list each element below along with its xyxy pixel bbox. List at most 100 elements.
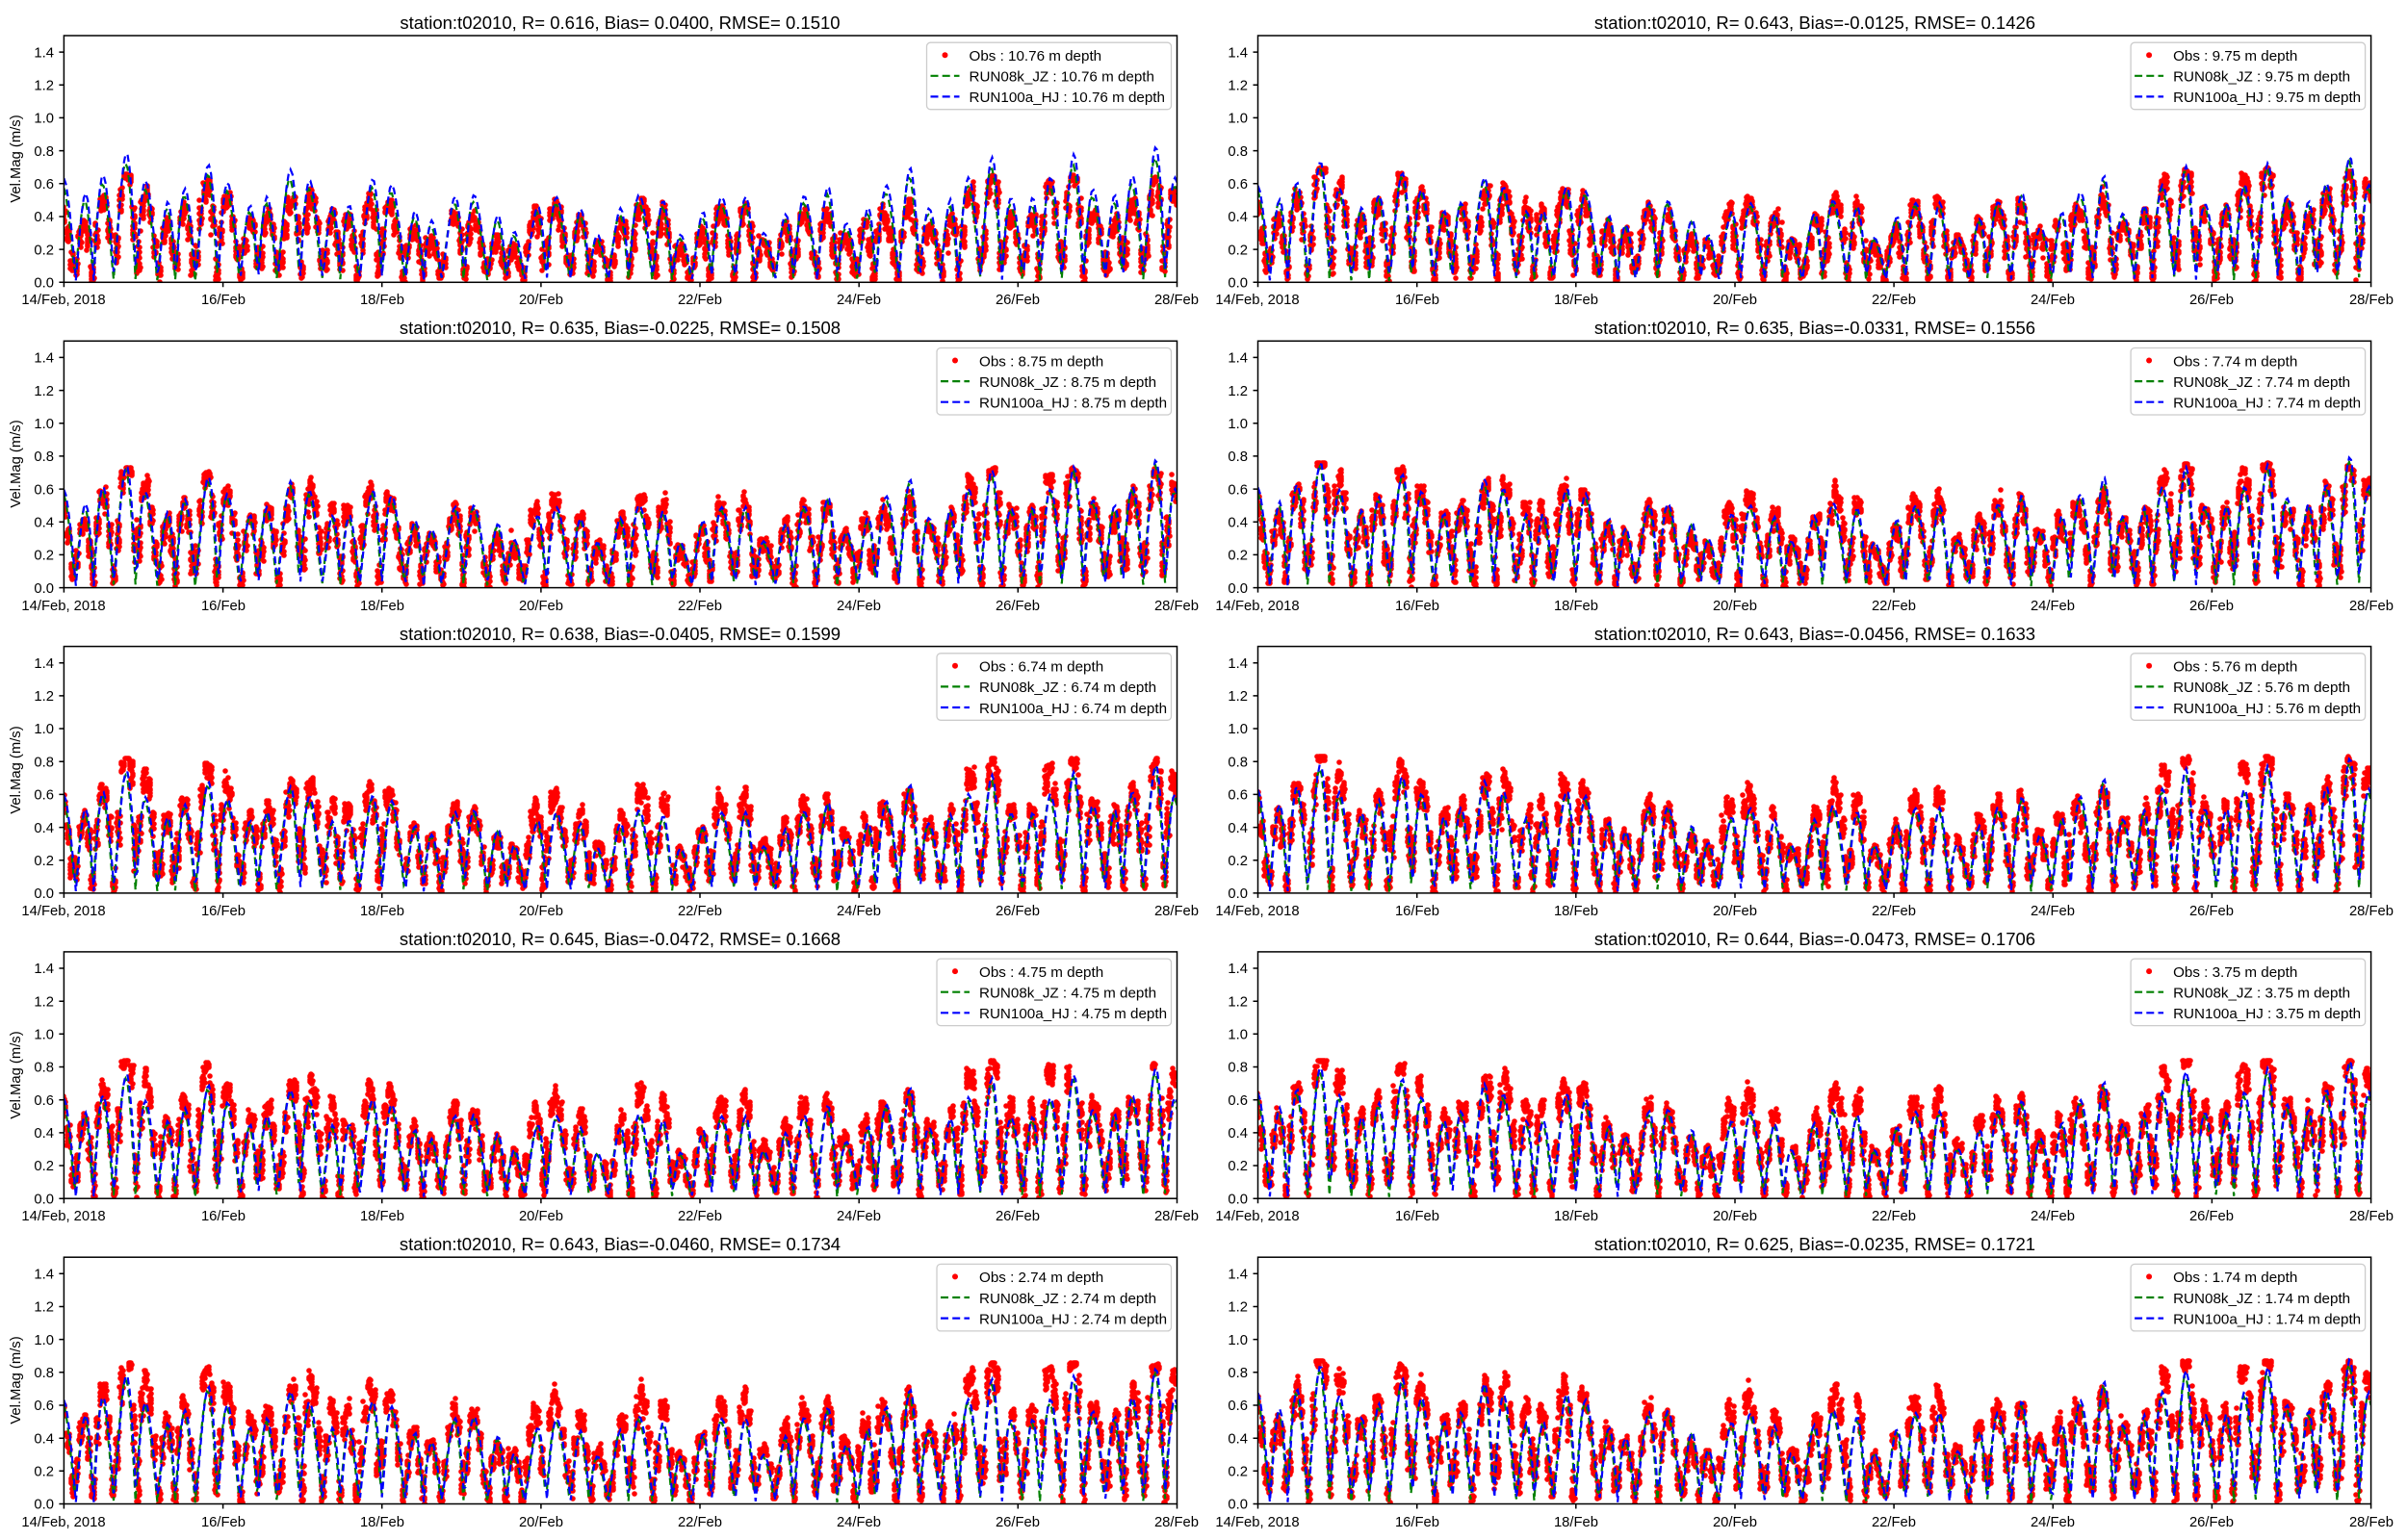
- svg-text:1.2: 1.2: [1228, 1300, 1248, 1316]
- svg-text:22/Feb: 22/Feb: [1872, 1209, 1916, 1224]
- svg-text:0.0: 0.0: [1228, 581, 1248, 597]
- svg-text:22/Feb: 22/Feb: [1872, 1515, 1916, 1530]
- svg-text:28/Feb: 28/Feb: [2349, 293, 2394, 308]
- svg-text:0.6: 0.6: [34, 1399, 54, 1414]
- svg-text:Obs : 3.75 m depth: Obs : 3.75 m depth: [2173, 964, 2297, 981]
- svg-text:18/Feb: 18/Feb: [360, 1209, 404, 1224]
- svg-text:Obs : 4.75 m depth: Obs : 4.75 m depth: [979, 964, 1103, 981]
- svg-text:16/Feb: 16/Feb: [1395, 1209, 1439, 1224]
- svg-text:Vel.Mag (m/s): Vel.Mag (m/s): [9, 115, 24, 202]
- svg-text:14/Feb, 2018: 14/Feb, 2018: [1215, 1515, 1299, 1530]
- svg-text:station:t02010, R= 0.638, Bias: station:t02010, R= 0.638, Bias=-0.0405, …: [400, 624, 841, 644]
- svg-text:station:t02010, R= 0.643, Bias: station:t02010, R= 0.643, Bias=-0.0460, …: [400, 1234, 841, 1254]
- svg-text:14/Feb, 2018: 14/Feb, 2018: [21, 293, 105, 308]
- svg-text:16/Feb: 16/Feb: [1395, 1515, 1439, 1530]
- svg-text:Obs : 6.74 m depth: Obs : 6.74 m depth: [979, 659, 1103, 676]
- svg-text:0.4: 0.4: [34, 210, 54, 225]
- svg-text:28/Feb: 28/Feb: [2349, 904, 2394, 919]
- svg-text:Vel.Mag (m/s): Vel.Mag (m/s): [9, 1031, 24, 1118]
- svg-text:24/Feb: 24/Feb: [837, 904, 881, 919]
- svg-text:1.0: 1.0: [1228, 112, 1248, 127]
- svg-text:26/Feb: 26/Feb: [2189, 1209, 2234, 1224]
- svg-text:0.4: 0.4: [1228, 1126, 1248, 1142]
- svg-text:0.8: 0.8: [34, 755, 54, 770]
- svg-text:22/Feb: 22/Feb: [1872, 293, 1916, 308]
- svg-text:26/Feb: 26/Feb: [2189, 293, 2234, 308]
- svg-text:1.0: 1.0: [34, 1028, 54, 1043]
- svg-text:0.6: 0.6: [34, 177, 54, 192]
- svg-text:20/Feb: 20/Feb: [1713, 1209, 1757, 1224]
- svg-text:28/Feb: 28/Feb: [1154, 599, 1199, 614]
- svg-text:Obs : 1.74 m depth: Obs : 1.74 m depth: [2173, 1270, 2297, 1286]
- svg-text:RUN100a_HJ : 4.75 m depth: RUN100a_HJ : 4.75 m depth: [979, 1006, 1167, 1022]
- svg-text:14/Feb, 2018: 14/Feb, 2018: [1215, 599, 1299, 614]
- svg-text:0.4: 0.4: [1228, 1431, 1248, 1447]
- svg-text:station:t02010, R= 0.643, Bias: station:t02010, R= 0.643, Bias=-0.0125, …: [1594, 13, 2035, 33]
- svg-text:Obs : 5.76 m depth: Obs : 5.76 m depth: [2173, 659, 2297, 676]
- svg-text:18/Feb: 18/Feb: [360, 1515, 404, 1530]
- svg-text:station:t02010, R= 0.644, Bias: station:t02010, R= 0.644, Bias=-0.0473, …: [1594, 929, 2035, 949]
- svg-text:20/Feb: 20/Feb: [519, 904, 563, 919]
- svg-text:20/Feb: 20/Feb: [519, 599, 563, 614]
- svg-text:RUN08k_JZ : 9.75 m depth: RUN08k_JZ : 9.75 m depth: [2173, 69, 2350, 86]
- svg-text:20/Feb: 20/Feb: [519, 1515, 563, 1530]
- svg-text:0.4: 0.4: [34, 1431, 54, 1447]
- svg-text:0.2: 0.2: [34, 1159, 54, 1174]
- svg-text:28/Feb: 28/Feb: [1154, 904, 1199, 919]
- svg-text:16/Feb: 16/Feb: [201, 293, 246, 308]
- svg-text:0.8: 0.8: [34, 144, 54, 160]
- svg-text:1.2: 1.2: [34, 1300, 54, 1316]
- svg-text:28/Feb: 28/Feb: [2349, 1515, 2394, 1530]
- svg-text:0.0: 0.0: [1228, 1498, 1248, 1513]
- svg-text:24/Feb: 24/Feb: [2031, 1209, 2075, 1224]
- svg-text:0.8: 0.8: [34, 1366, 54, 1381]
- svg-text:RUN100a_HJ : 1.74 m depth: RUN100a_HJ : 1.74 m depth: [2173, 1311, 2361, 1327]
- svg-text:0.8: 0.8: [1228, 1366, 1248, 1381]
- svg-text:14/Feb, 2018: 14/Feb, 2018: [1215, 904, 1299, 919]
- svg-text:1.2: 1.2: [34, 79, 54, 94]
- svg-text:1.4: 1.4: [34, 351, 54, 367]
- svg-text:16/Feb: 16/Feb: [201, 1209, 246, 1224]
- svg-text:1.2: 1.2: [1228, 994, 1248, 1010]
- svg-text:14/Feb, 2018: 14/Feb, 2018: [21, 904, 105, 919]
- svg-text:RUN08k_JZ : 10.76 m depth: RUN08k_JZ : 10.76 m depth: [970, 69, 1154, 86]
- svg-text:16/Feb: 16/Feb: [1395, 599, 1439, 614]
- svg-text:0.0: 0.0: [1228, 1192, 1248, 1207]
- svg-text:RUN08k_JZ : 3.75 m depth: RUN08k_JZ : 3.75 m depth: [2173, 986, 2350, 1002]
- svg-text:18/Feb: 18/Feb: [1554, 1515, 1598, 1530]
- svg-text:0.4: 0.4: [34, 821, 54, 836]
- svg-text:0.4: 0.4: [34, 516, 54, 531]
- svg-text:16/Feb: 16/Feb: [201, 599, 246, 614]
- svg-text:RUN08k_JZ : 4.75 m depth: RUN08k_JZ : 4.75 m depth: [979, 986, 1156, 1002]
- svg-text:22/Feb: 22/Feb: [1872, 904, 1916, 919]
- svg-text:RUN100a_HJ : 2.74 m depth: RUN100a_HJ : 2.74 m depth: [979, 1311, 1167, 1327]
- svg-text:0.4: 0.4: [1228, 821, 1248, 836]
- svg-text:RUN08k_JZ : 8.75 m depth: RUN08k_JZ : 8.75 m depth: [979, 374, 1156, 391]
- svg-text:18/Feb: 18/Feb: [360, 904, 404, 919]
- svg-text:26/Feb: 26/Feb: [996, 1515, 1040, 1530]
- svg-text:1.0: 1.0: [34, 1333, 54, 1348]
- svg-text:1.0: 1.0: [34, 112, 54, 127]
- svg-text:0.0: 0.0: [34, 1498, 54, 1513]
- svg-text:22/Feb: 22/Feb: [678, 599, 722, 614]
- svg-text:20/Feb: 20/Feb: [519, 293, 563, 308]
- svg-text:20/Feb: 20/Feb: [1713, 904, 1757, 919]
- svg-text:14/Feb, 2018: 14/Feb, 2018: [21, 599, 105, 614]
- svg-text:18/Feb: 18/Feb: [1554, 293, 1598, 308]
- svg-text:26/Feb: 26/Feb: [996, 904, 1040, 919]
- svg-text:1.4: 1.4: [1228, 1268, 1248, 1283]
- svg-text:Obs : 10.76 m depth: Obs : 10.76 m depth: [970, 48, 1102, 64]
- svg-text:18/Feb: 18/Feb: [360, 293, 404, 308]
- svg-text:26/Feb: 26/Feb: [996, 599, 1040, 614]
- svg-text:14/Feb, 2018: 14/Feb, 2018: [21, 1209, 105, 1224]
- svg-text:1.2: 1.2: [1228, 689, 1248, 705]
- svg-text:26/Feb: 26/Feb: [996, 1209, 1040, 1224]
- svg-text:0.4: 0.4: [1228, 516, 1248, 531]
- svg-text:1.0: 1.0: [1228, 417, 1248, 432]
- svg-text:0.2: 0.2: [1228, 854, 1248, 869]
- svg-text:0.0: 0.0: [34, 1192, 54, 1207]
- svg-text:0.8: 0.8: [1228, 144, 1248, 160]
- svg-text:station:t02010, R= 0.643, Bias: station:t02010, R= 0.643, Bias=-0.0456, …: [1594, 624, 2035, 644]
- svg-text:26/Feb: 26/Feb: [2189, 1515, 2234, 1530]
- svg-text:RUN100a_HJ : 3.75 m depth: RUN100a_HJ : 3.75 m depth: [2173, 1006, 2361, 1022]
